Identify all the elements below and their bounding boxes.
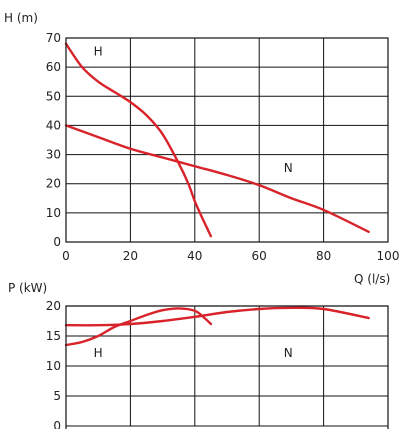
y-tick-label: 20: [46, 299, 61, 313]
curve-label-n: N: [284, 346, 293, 360]
y-tick-label: 30: [46, 148, 61, 162]
head-plot: 0 10 20 30 40 50 60 70 0 20 40 60 80 100 H N: [46, 31, 399, 263]
y-tick-label: 15: [46, 329, 61, 343]
power-plot: 0 5 10 15 20 H N: [46, 299, 389, 429]
x-tick-label: 80: [316, 249, 331, 263]
y-tick-label: 0: [53, 235, 61, 249]
curve-label-h: H: [94, 44, 103, 58]
curve-h: [64, 42, 213, 238]
curve-n: [64, 124, 370, 233]
y-tick-label: 60: [46, 60, 61, 74]
x-tick-label: 40: [187, 249, 202, 263]
x-tick-label: 60: [252, 249, 267, 263]
x-tick-label: 20: [123, 249, 138, 263]
curve-label-h: H: [94, 346, 103, 360]
curve-label-n: N: [284, 161, 293, 175]
plot-frame: [65, 305, 389, 429]
flow-axis-title: Q (l/s): [354, 272, 390, 286]
plot-frame: [65, 37, 389, 243]
head-axis-title: H (m): [4, 11, 38, 25]
y-tick-label: 5: [53, 389, 61, 403]
y-tick-label: 40: [46, 118, 61, 132]
y-tick-label: 50: [46, 89, 61, 103]
curve-h: [64, 307, 213, 347]
curve-n: [64, 306, 370, 327]
y-tick-label: 10: [46, 359, 61, 373]
y-tick-label: 70: [46, 31, 61, 45]
x-tick-label: 0: [62, 249, 70, 263]
y-tick-label: 0: [53, 419, 61, 429]
x-tick-label: 100: [377, 249, 399, 263]
y-tick-label: 20: [46, 177, 61, 191]
y-tick-label: 10: [46, 206, 61, 220]
power-axis-title: P (kW): [8, 281, 47, 295]
